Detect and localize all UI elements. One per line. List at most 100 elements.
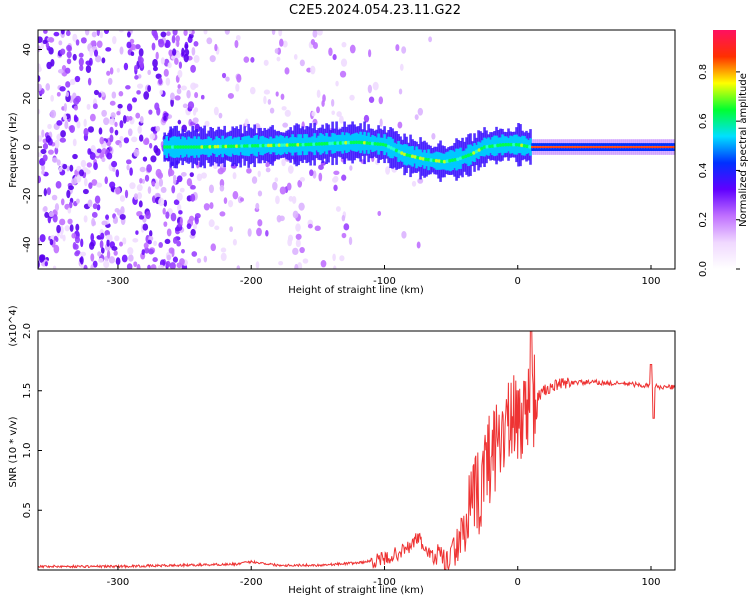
- noise-speck: [299, 246, 305, 254]
- noise-speck: [90, 233, 95, 242]
- noise-speck: [236, 73, 242, 83]
- ridge-core: [229, 144, 233, 149]
- noise-speck: [88, 182, 93, 189]
- noise-speck: [150, 264, 157, 269]
- ridge-core: [488, 144, 492, 149]
- noise-speck: [193, 107, 199, 113]
- noise-speck: [59, 234, 64, 239]
- noise-speck: [236, 265, 241, 269]
- noise-speck: [138, 134, 144, 142]
- noise-speck: [363, 114, 370, 123]
- noise-speck: [54, 203, 60, 212]
- ridge-core: [314, 142, 319, 146]
- noise-speck: [316, 106, 320, 114]
- noise-speck: [144, 174, 150, 182]
- noise-speck: [263, 95, 267, 105]
- ridge-core: [416, 155, 420, 160]
- noise-speck: [223, 197, 228, 205]
- noise-speck: [368, 49, 372, 58]
- ridge-core: [258, 143, 263, 148]
- noise-speck: [126, 263, 133, 269]
- noise-speck: [141, 249, 145, 256]
- noise-speck: [116, 110, 121, 116]
- noise-speck: [203, 203, 210, 211]
- noise-speck: [232, 238, 237, 246]
- noise-speck: [100, 247, 105, 254]
- noise-speck: [299, 176, 306, 182]
- ridge-core: [386, 144, 391, 149]
- noise-speck: [167, 62, 172, 69]
- ridge-core: [306, 142, 311, 147]
- ridge-core: [282, 143, 287, 147]
- noise-speck: [114, 235, 120, 242]
- noise-speck: [183, 30, 188, 36]
- noise-speck: [120, 206, 125, 215]
- noise-speck: [173, 199, 180, 206]
- colorbar-tick-label: 0.2: [698, 212, 709, 228]
- ridge-core: [237, 144, 241, 148]
- noise-speck: [123, 62, 129, 71]
- noise-speck: [65, 91, 70, 98]
- ridge-core: [186, 145, 191, 149]
- noise-speck: [44, 261, 48, 267]
- noise-speck: [196, 257, 202, 264]
- noise-speck: [104, 176, 108, 185]
- noise-speck: [147, 264, 151, 269]
- noise-speck: [282, 122, 289, 128]
- noise-speck: [134, 64, 138, 71]
- noise-speck: [62, 114, 68, 121]
- noise-speck: [91, 218, 96, 227]
- noise-speck: [401, 46, 407, 54]
- noise-speck: [135, 44, 141, 50]
- ridge-core: [226, 144, 231, 149]
- x-tick-label: -200: [240, 276, 263, 287]
- noise-speck: [341, 174, 347, 181]
- noise-speck: [96, 182, 103, 188]
- noise-speck: [109, 134, 114, 143]
- noise-speck: [176, 39, 180, 48]
- noise-speck: [176, 51, 181, 59]
- noise-speck: [119, 136, 124, 142]
- snr-marks: [38, 331, 675, 570]
- ridge-core: [450, 158, 455, 163]
- noise-speck: [50, 109, 57, 119]
- ridge-core: [522, 144, 527, 148]
- noise-speck: [59, 137, 67, 143]
- noise-speck: [69, 164, 74, 172]
- noise-speck: [52, 265, 57, 269]
- noise-speck: [116, 67, 120, 73]
- noise-speck: [157, 264, 165, 269]
- noise-speck: [38, 237, 41, 246]
- noise-speck: [339, 255, 345, 262]
- ridge-core: [397, 149, 401, 154]
- noise-speck: [80, 159, 87, 168]
- ridge-core: [512, 142, 516, 147]
- noise-speck: [174, 57, 179, 65]
- noise-speck: [431, 132, 436, 140]
- noise-speck: [147, 186, 152, 194]
- noise-speck: [139, 166, 146, 173]
- noise-speck: [224, 30, 230, 35]
- noise-speck: [318, 164, 324, 170]
- noise-speck: [168, 247, 175, 254]
- ridge-core: [506, 142, 511, 147]
- ridge-core: [466, 153, 471, 158]
- ridge-core: [312, 142, 316, 146]
- noise-speck: [79, 64, 84, 72]
- noise-speck: [227, 92, 234, 99]
- ridge-core: [256, 143, 260, 148]
- ridge-core: [242, 144, 247, 148]
- ridge-core: [288, 143, 292, 147]
- noise-speck: [48, 211, 54, 218]
- noise-speck: [171, 185, 176, 194]
- noise-speck: [109, 67, 114, 75]
- noise-speck: [88, 57, 93, 67]
- noise-speck: [94, 195, 101, 204]
- noise-speck: [85, 64, 92, 73]
- noise-speck: [96, 148, 102, 154]
- noise-speck: [176, 88, 182, 95]
- ridge-core: [210, 144, 215, 149]
- colorbar-label: Normalized spectral amplitude: [738, 73, 749, 227]
- y-tick-label: 0.5: [22, 502, 33, 518]
- noise-speck: [136, 90, 141, 95]
